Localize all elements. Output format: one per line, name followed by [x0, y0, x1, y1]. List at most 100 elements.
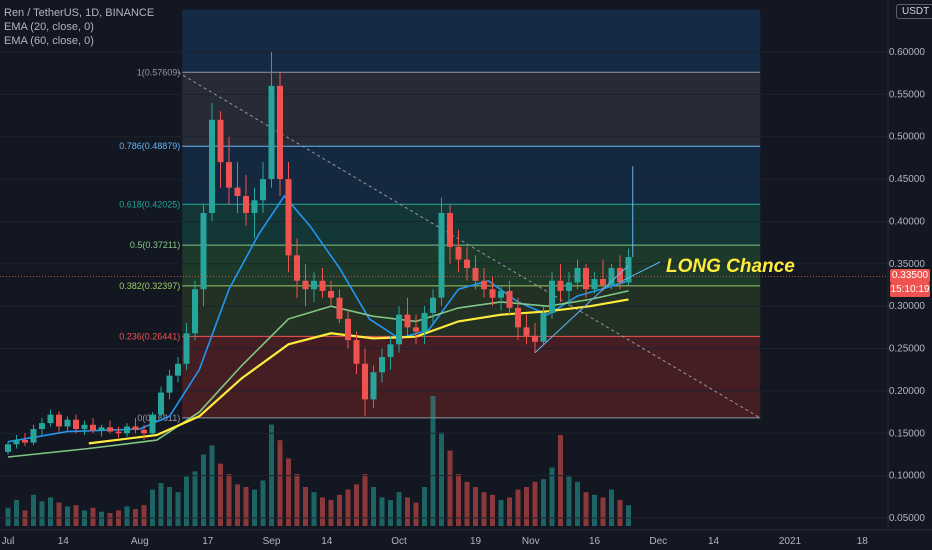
candle-body-30 [260, 179, 266, 201]
candle-body-12 [107, 427, 113, 432]
volume-bar-59 [507, 497, 512, 526]
volume-bar-14 [124, 506, 130, 526]
y-tick-label-0: 0.60000 [889, 47, 926, 58]
volume-bar-49 [422, 487, 427, 526]
candle-body-61 [523, 327, 530, 336]
x-tick-label-10: Dec [649, 536, 667, 547]
y-tick-label-4: 0.40000 [889, 216, 926, 227]
symbol-title[interactable]: Ren / TetherUS, 1D, BINANCE [4, 7, 155, 19]
y-tick-label-9: 0.15000 [889, 428, 926, 439]
x-tick-label-7: 19 [470, 536, 482, 547]
countdown-tag: 15:10:19 [890, 283, 930, 297]
fib-top-band [182, 9, 761, 73]
candle-body-8 [73, 419, 79, 430]
x-tick-label-5: 14 [321, 536, 333, 547]
candle-body-4 [39, 423, 45, 430]
candle-body-71 [608, 268, 615, 285]
rising-support-line [534, 265, 629, 354]
ema-line-1 [7, 290, 629, 458]
x-tick-label-0: Jul [2, 536, 15, 547]
volume-bar-22 [192, 471, 198, 526]
y-tick-label-2: 0.50000 [889, 132, 926, 143]
candle-body-3 [30, 429, 37, 443]
volume-bar-28 [243, 487, 249, 526]
candle-body-49 [421, 312, 428, 332]
candle-body-52 [447, 212, 453, 247]
candle-body-63 [540, 312, 547, 342]
candle-body-18 [158, 392, 164, 415]
volume-bar-30 [260, 480, 266, 526]
volume-bar-46 [396, 492, 402, 526]
candle-body-48 [413, 327, 419, 332]
volume-bar-35 [303, 487, 308, 526]
candle-body-44 [379, 357, 385, 373]
volume-bar-16 [141, 505, 147, 526]
volume-bar-57 [490, 494, 495, 526]
ema60-legend[interactable]: EMA (60, close, 0) [4, 35, 94, 47]
fib-label-6: 0(0.16811) [137, 413, 180, 423]
candle-body-40 [345, 318, 351, 341]
candle-body-58 [498, 290, 504, 298]
candle-body-72 [617, 268, 623, 283]
fib-zone-3 [182, 245, 761, 286]
candle-body-9 [81, 424, 88, 430]
y-tick-label-5: 0.35000 [889, 259, 926, 270]
volume-bar-43 [371, 487, 376, 526]
volume-bar-62 [532, 481, 538, 526]
y-tick-label-8: 0.20000 [889, 386, 926, 397]
volume-bar-72 [617, 500, 623, 526]
volume-bar-47 [405, 497, 410, 526]
x-tick-label-6: Oct [391, 536, 407, 547]
x-tick-label-12: 2021 [779, 536, 802, 547]
volume-bar-32 [277, 440, 283, 526]
ema20-legend[interactable]: EMA (20, close, 0) [4, 21, 94, 33]
volume-bar-63 [541, 479, 546, 526]
candle-body-59 [506, 290, 513, 308]
volume-bar-51 [439, 432, 444, 526]
volume-bar-42 [362, 474, 368, 526]
candle-body-38 [328, 290, 334, 298]
volume-bar-41 [354, 484, 359, 526]
candle-body-69 [591, 279, 598, 290]
volume-bar-23 [201, 454, 206, 526]
fib-label-4: 0.382(0.32397) [119, 281, 180, 291]
volume-bar-73 [626, 505, 631, 526]
volume-bar-67 [575, 481, 580, 526]
candle-body-65 [557, 280, 564, 291]
candle-body-41 [353, 340, 360, 364]
y-tick-label-3: 0.45000 [889, 174, 926, 185]
volume-bar-66 [566, 476, 572, 526]
volume-bar-45 [388, 500, 393, 526]
volume-bar-44 [379, 497, 385, 526]
candle-body-31 [268, 85, 275, 180]
candle-body-25 [217, 119, 224, 163]
fib-label-3: 0.5(0.37211) [130, 240, 180, 250]
candle-body-36 [311, 280, 317, 290]
candle-body-43 [370, 372, 377, 400]
candle-body-24 [209, 119, 215, 213]
fib-zone-2 [182, 204, 761, 246]
candle-body-67 [574, 268, 581, 283]
candle-body-45 [387, 344, 394, 358]
chart-legend: Ren / TetherUS, 1D, BINANCE EMA (20, clo… [4, 6, 154, 48]
volume-bar-12 [107, 513, 113, 526]
volume-bar-61 [524, 487, 529, 526]
candle-body-39 [336, 297, 343, 319]
volume-bar-58 [498, 500, 504, 526]
y-tick-label-6: 0.30000 [889, 301, 926, 312]
candle-body-50 [430, 297, 436, 313]
candle-body-0 [5, 444, 11, 452]
volume-bar-34 [294, 474, 300, 526]
candle-body-21 [183, 333, 190, 364]
ema-line-2 [88, 298, 629, 445]
currency-selector[interactable]: USDT [896, 4, 932, 19]
volume-bar-29 [252, 489, 257, 526]
y-tick-label-11: 0.05000 [889, 513, 926, 524]
candle-body-17 [149, 414, 156, 434]
candle-body-19 [166, 375, 173, 393]
volume-bar-26 [226, 474, 232, 526]
candle-body-46 [396, 314, 402, 345]
candle-body-15 [132, 426, 139, 430]
